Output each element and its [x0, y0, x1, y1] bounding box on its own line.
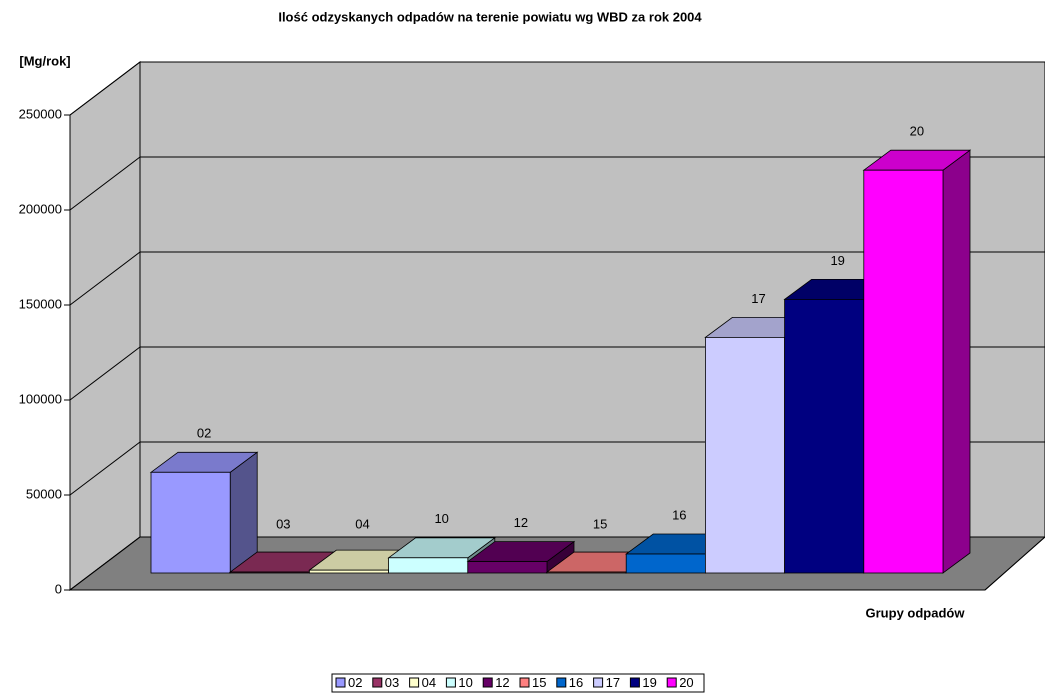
legend-label: 20: [679, 675, 693, 690]
data-label: 16: [672, 507, 686, 522]
grid-line: [69, 251, 141, 306]
y-tick-label: 200000: [19, 201, 62, 216]
floor-edge: [984, 536, 1045, 591]
grid-line: [69, 61, 141, 116]
side-wall: [69, 60, 141, 592]
data-label: 19: [830, 253, 844, 268]
data-label: 15: [593, 516, 607, 531]
legend-swatch: [556, 677, 567, 688]
y-axis-title: [Mg/rok]: [19, 53, 70, 68]
grid-line: [69, 536, 141, 591]
legend-swatch: [372, 677, 383, 688]
bar: [705, 336, 786, 574]
bar: [308, 569, 389, 574]
bar: [625, 553, 706, 574]
legend-swatch: [666, 677, 677, 688]
bar: [388, 557, 469, 574]
legend-label: 03: [385, 675, 399, 690]
bar: [546, 571, 627, 574]
legend-label: 16: [569, 675, 583, 690]
legend-swatch: [409, 677, 420, 688]
y-tick-label: 0: [55, 581, 62, 596]
legend-label: 10: [458, 675, 472, 690]
data-label: 02: [197, 426, 211, 441]
data-label: 04: [355, 516, 369, 531]
legend-label: 04: [422, 675, 436, 690]
legend: [331, 673, 705, 693]
y-tick-label: 150000: [19, 296, 62, 311]
bar: [150, 471, 231, 574]
legend-label: 17: [606, 675, 620, 690]
legend-swatch: [482, 677, 493, 688]
legend-swatch: [629, 677, 640, 688]
legend-swatch: [519, 677, 530, 688]
legend-label: 19: [642, 675, 656, 690]
data-label: 12: [514, 515, 528, 530]
data-label: 03: [276, 516, 290, 531]
chart-title: Ilość odzyskanych odpadów na terenie pow…: [278, 9, 702, 24]
data-label: 10: [434, 511, 448, 526]
legend-label: 12: [495, 675, 509, 690]
legend-swatch: [335, 677, 346, 688]
bar-side: [942, 149, 971, 574]
grid-line: [69, 441, 141, 496]
x-axis-title: Grupy odpadów: [866, 605, 966, 620]
legend-label: 15: [532, 675, 546, 690]
data-label: 17: [751, 291, 765, 306]
bar: [784, 298, 865, 574]
legend-label: 02: [348, 675, 362, 690]
y-tick-label: 50000: [26, 486, 62, 501]
bar: [863, 169, 944, 574]
bar: [467, 561, 548, 574]
legend-swatch: [445, 677, 456, 688]
legend-swatch: [593, 677, 604, 688]
y-tick-label: 250000: [19, 106, 62, 121]
data-label: 20: [910, 124, 924, 139]
bar: [229, 571, 310, 574]
grid-line: [69, 156, 141, 211]
grid-line: [69, 346, 141, 401]
y-tick-label: 100000: [19, 391, 62, 406]
